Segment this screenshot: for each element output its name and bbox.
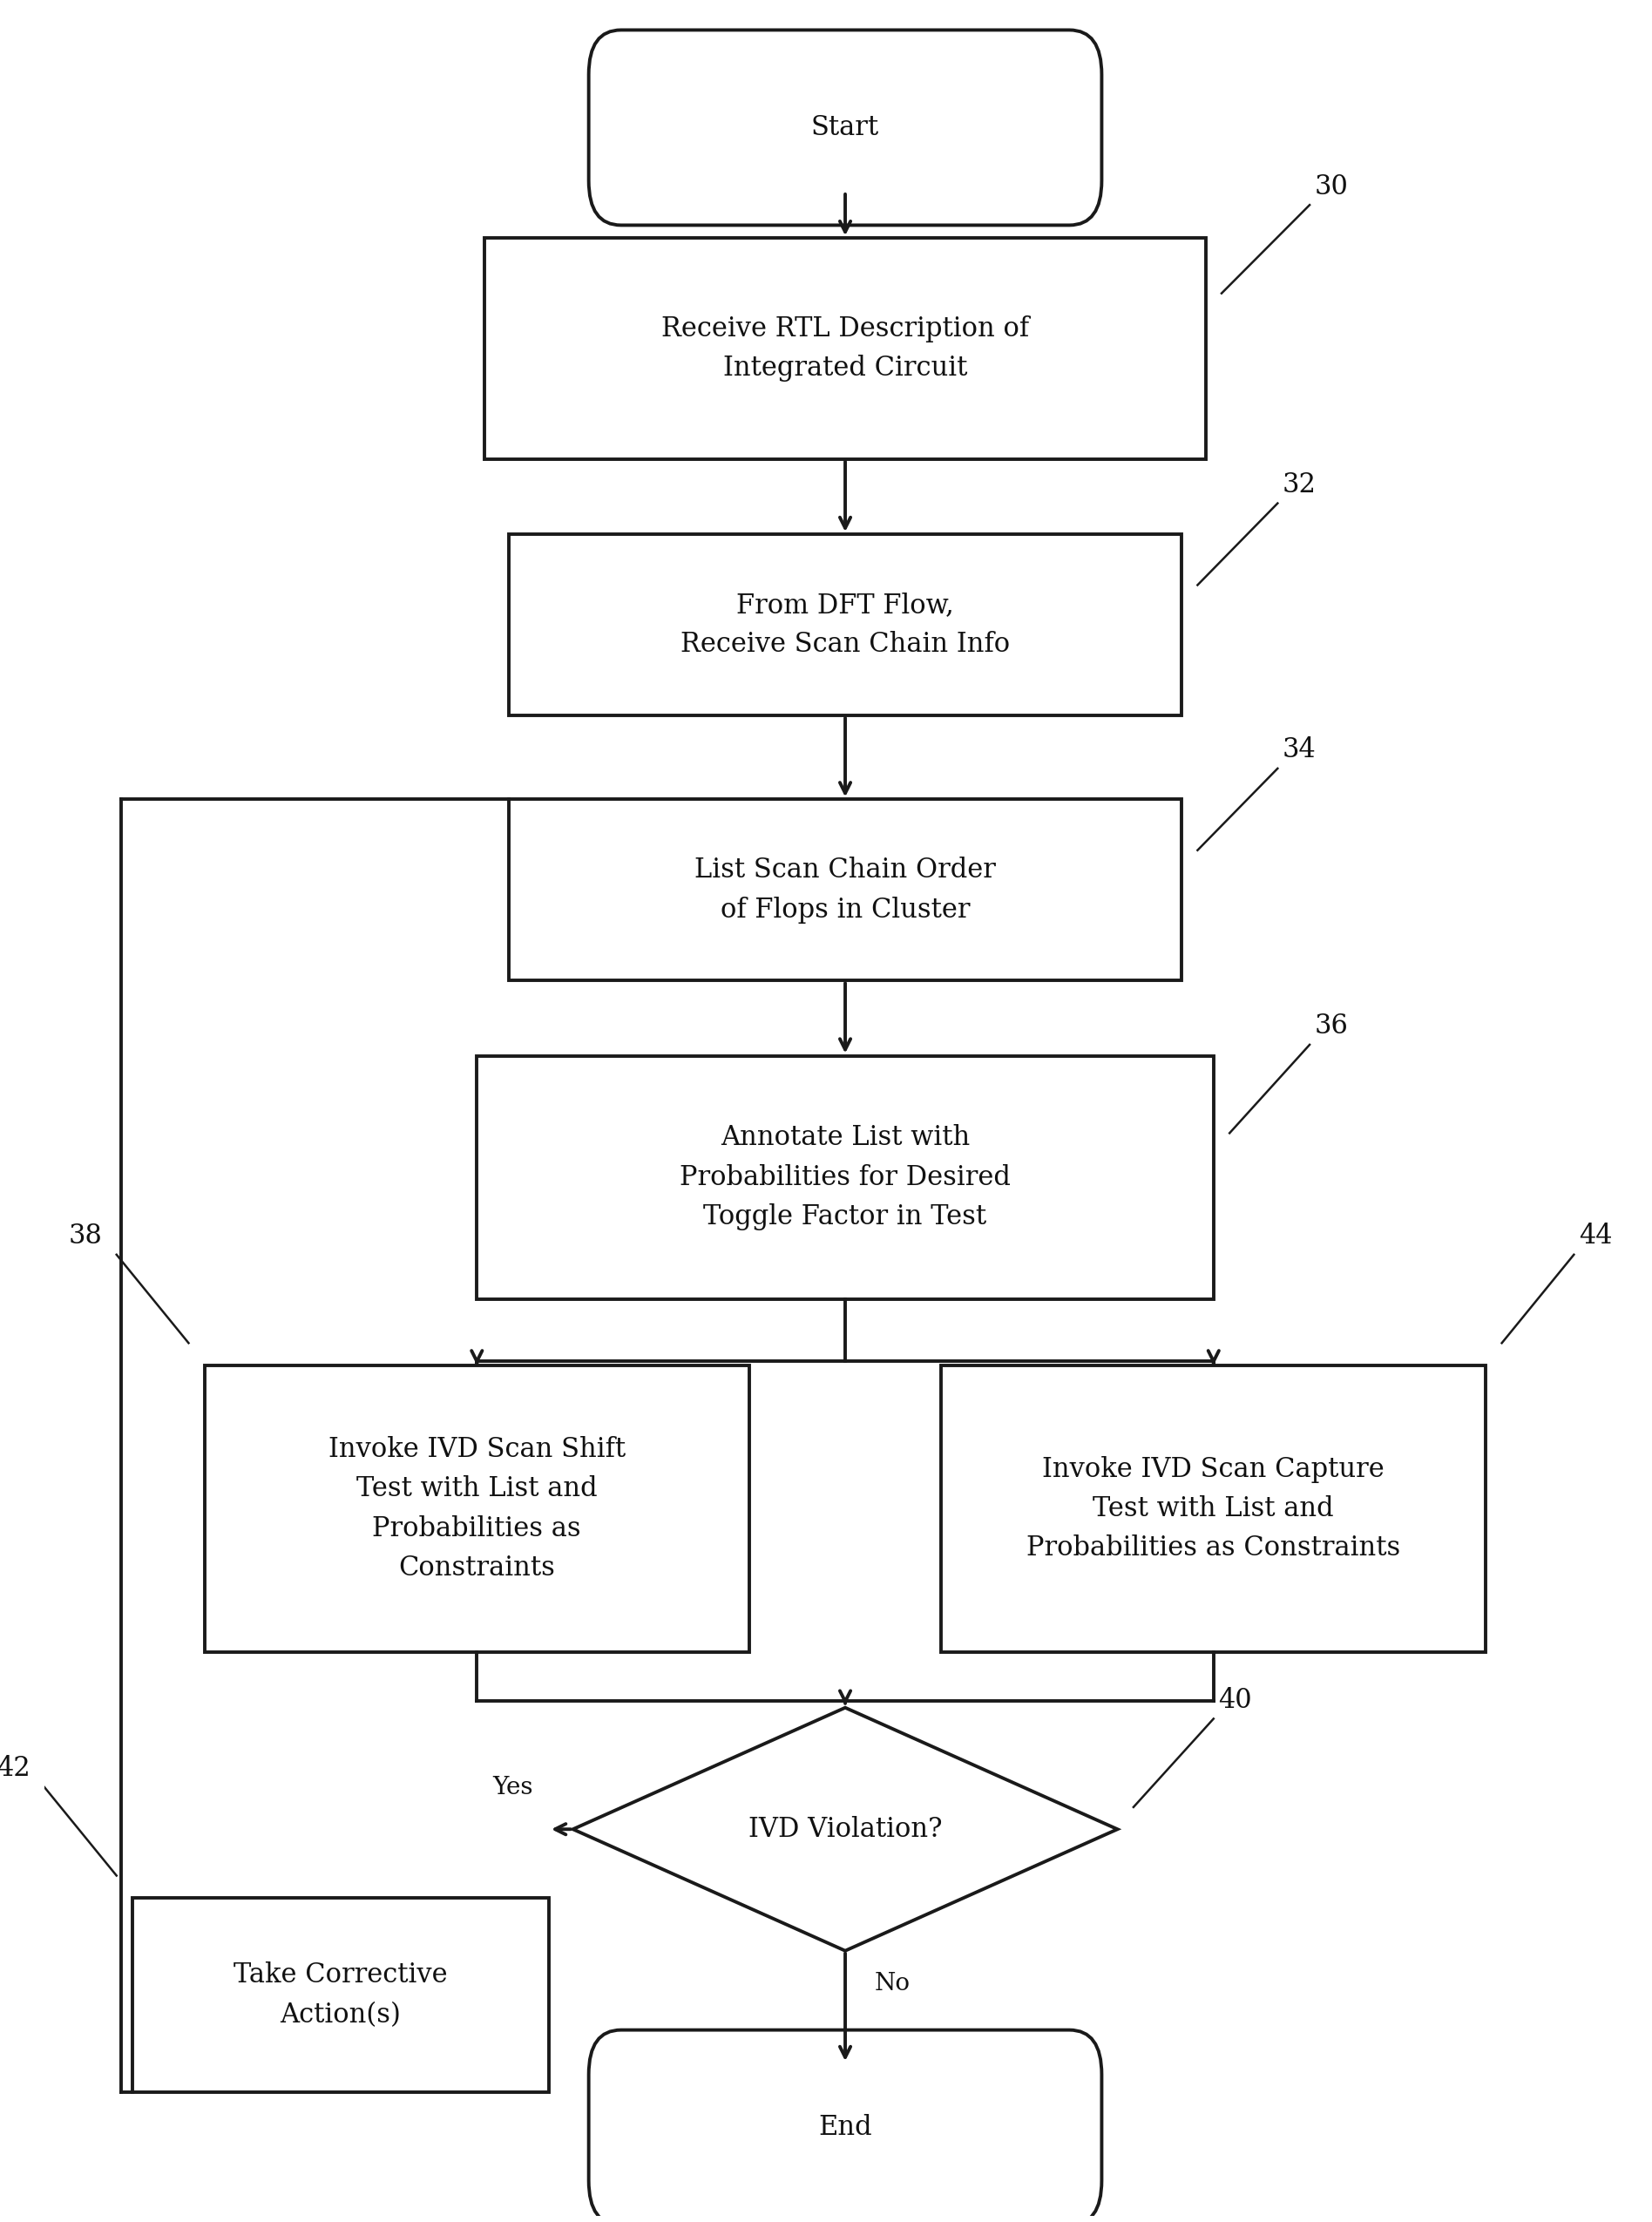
Bar <box>477 1055 1214 1300</box>
Text: Receive RTL Description of
Integrated Circuit: Receive RTL Description of Integrated Ci… <box>661 316 1029 382</box>
Text: List Scan Chain Order
of Flops in Cluster: List Scan Chain Order of Flops in Cluste… <box>694 858 996 924</box>
Text: 36: 36 <box>1315 1013 1348 1040</box>
Text: 40: 40 <box>1219 1686 1252 1713</box>
Text: 32: 32 <box>1282 471 1317 498</box>
Polygon shape <box>573 1709 1117 1951</box>
Text: 34: 34 <box>1282 735 1317 764</box>
Text: From DFT Flow,
Receive Scan Chain Info: From DFT Flow, Receive Scan Chain Info <box>681 591 1009 658</box>
Text: 44: 44 <box>1579 1222 1612 1249</box>
Bar <box>486 238 1206 460</box>
Text: Annotate List with
Probabilities for Desired
Toggle Factor in Test: Annotate List with Probabilities for Des… <box>679 1124 1011 1231</box>
Text: Invoke IVD Scan Shift
Test with List and
Probabilities as
Constraints: Invoke IVD Scan Shift Test with List and… <box>329 1435 626 1582</box>
Bar <box>132 1898 548 2093</box>
Bar <box>509 533 1181 715</box>
FancyBboxPatch shape <box>588 2031 1102 2222</box>
Text: 38: 38 <box>68 1222 102 1249</box>
Text: 30: 30 <box>1315 173 1348 200</box>
FancyBboxPatch shape <box>588 31 1102 224</box>
Text: No: No <box>874 1973 910 1995</box>
Bar <box>509 800 1181 980</box>
Text: 42: 42 <box>0 1755 30 1782</box>
Text: Take Corrective
Action(s): Take Corrective Action(s) <box>233 1962 448 2029</box>
Text: IVD Violation?: IVD Violation? <box>748 1815 942 1842</box>
Bar <box>942 1364 1485 1653</box>
Text: Invoke IVD Scan Capture
Test with List and
Probabilities as Constraints: Invoke IVD Scan Capture Test with List a… <box>1026 1455 1401 1562</box>
Text: Start: Start <box>811 113 879 142</box>
Text: End: End <box>818 2113 872 2142</box>
Text: Yes: Yes <box>492 1775 534 1800</box>
Bar <box>205 1364 748 1653</box>
